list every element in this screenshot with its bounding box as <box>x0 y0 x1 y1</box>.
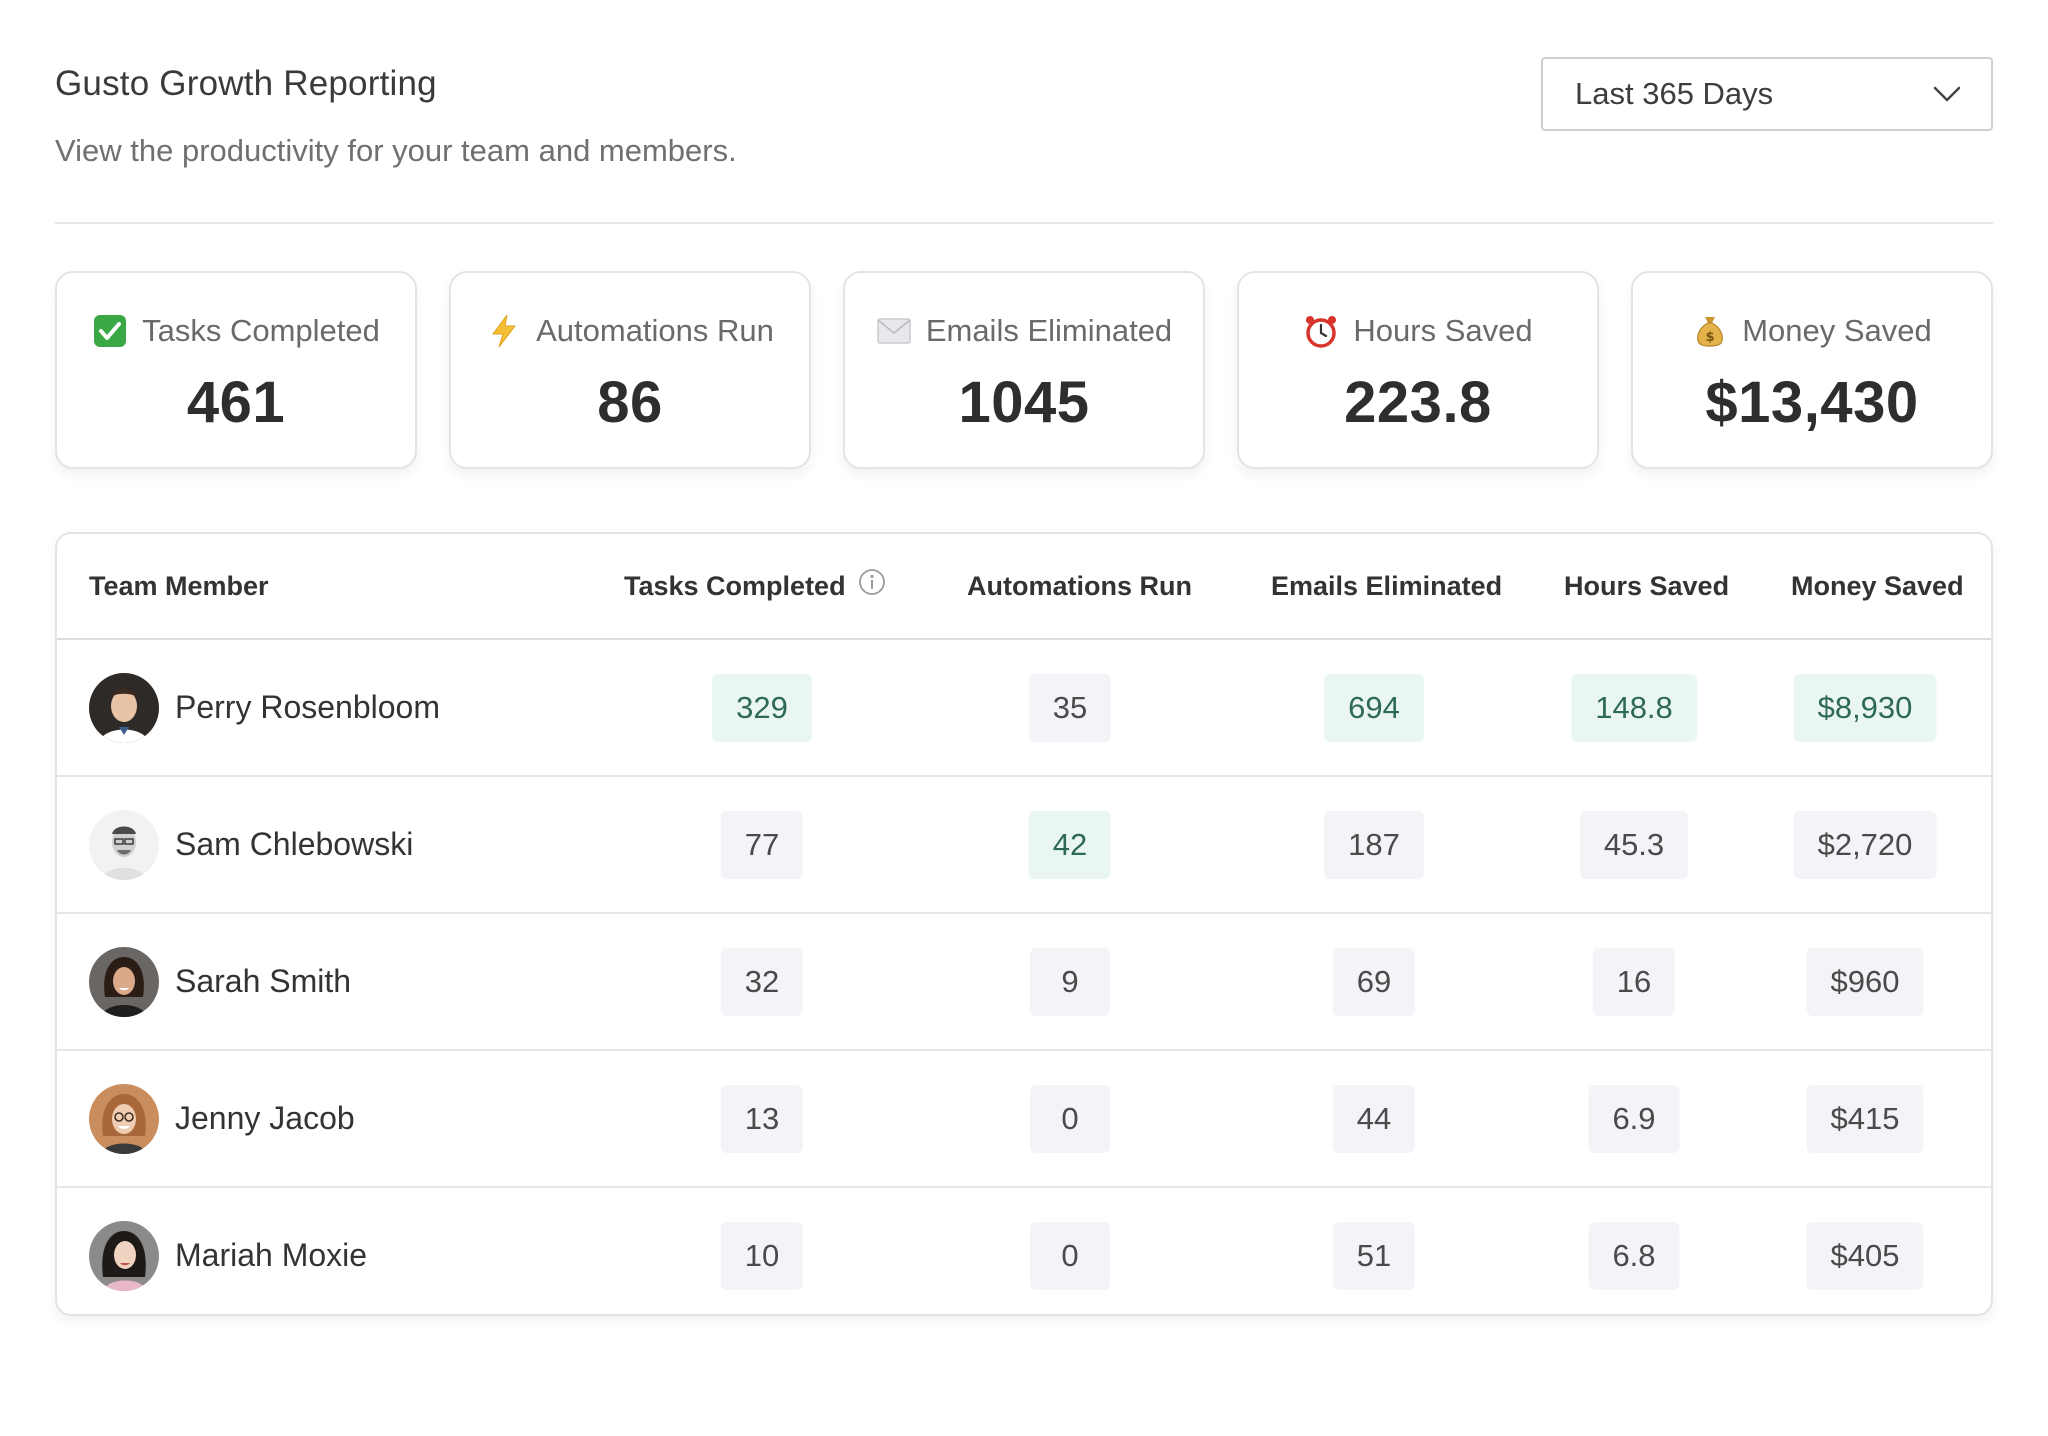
table-row[interactable]: Perry Rosenbloom 329 35 694 148.8 $8,930 <box>57 640 1991 777</box>
column-header-tasks[interactable]: Tasks Completed <box>624 534 886 638</box>
check-mark-icon <box>92 313 128 349</box>
page-title: Gusto Growth Reporting <box>55 64 437 103</box>
team-member: Sam Chlebowski <box>89 777 413 912</box>
automations-value: 42 <box>1028 810 1112 879</box>
money-bag-icon: $ <box>1692 313 1728 349</box>
table-row[interactable]: Jenny Jacob 13 0 44 6.9 $415 <box>57 1051 1991 1188</box>
stat-value: $13,430 <box>1705 370 1919 435</box>
stat-card-hours: Hours Saved 223.8 <box>1237 271 1599 469</box>
automations-value: 0 <box>1030 1221 1110 1290</box>
column-header-automations[interactable]: Automations Run <box>967 570 1192 601</box>
svg-text:$: $ <box>1706 330 1715 345</box>
stat-label: Tasks Completed <box>142 313 380 348</box>
emails-value: 69 <box>1332 947 1416 1016</box>
money-value: $8,930 <box>1793 673 1937 742</box>
hours-value: 148.8 <box>1571 673 1697 742</box>
column-header-hours[interactable]: Hours Saved <box>1564 570 1730 601</box>
emails-value: 187 <box>1324 810 1424 879</box>
tasks-value: 32 <box>720 947 804 1016</box>
member-name: Sarah Smith <box>175 963 352 999</box>
stat-value: 1045 <box>958 370 1090 435</box>
stat-card-automations: Automations Run 86 <box>449 271 811 469</box>
stat-label: Emails Eliminated <box>925 313 1173 348</box>
avatar <box>89 672 159 743</box>
page-subtitle: View the productivity for your team and … <box>55 133 737 168</box>
member-name: Jenny Jacob <box>175 1100 355 1136</box>
stat-label: Hours Saved <box>1353 313 1533 348</box>
stat-card-emails: Emails Eliminated 1045 <box>843 271 1205 469</box>
team-member: Jenny Jacob <box>89 1051 355 1186</box>
member-name: Perry Rosenbloom <box>175 689 440 725</box>
stat-label: Automations Run <box>536 313 774 348</box>
team-member: Mariah Moxie <box>89 1188 368 1314</box>
table-row[interactable]: Sam Chlebowski 77 42 187 45.3 $2,720 <box>57 777 1991 914</box>
hours-value: 45.3 <box>1579 810 1689 879</box>
hours-value: 6.8 <box>1588 1221 1680 1290</box>
avatar <box>89 1083 159 1154</box>
info-icon[interactable] <box>858 568 886 596</box>
alarm-clock-icon <box>1303 313 1339 349</box>
money-value: $2,720 <box>1793 810 1937 879</box>
avatar <box>89 1220 159 1291</box>
column-header-money[interactable]: Money Saved <box>1791 570 1964 601</box>
tasks-value: 329 <box>712 673 812 742</box>
stat-label: Money Saved <box>1742 313 1932 348</box>
envelope-icon <box>876 313 912 349</box>
column-header-emails[interactable]: Emails Eliminated <box>1271 570 1503 601</box>
table-row[interactable]: Sarah Smith 32 9 69 16 $960 <box>57 914 1991 1051</box>
reporting-page: Gusto Growth Reporting View the producti… <box>55 0 1993 1316</box>
column-header-team-member[interactable]: Team Member <box>89 570 269 601</box>
avatar <box>89 946 159 1017</box>
team-member: Perry Rosenbloom <box>89 640 440 775</box>
page-header: Gusto Growth Reporting View the producti… <box>55 0 1993 224</box>
emails-value: 44 <box>1332 1084 1416 1153</box>
team-member: Sarah Smith <box>89 914 351 1049</box>
chevron-down-icon <box>1933 86 1961 102</box>
table-row[interactable]: Mariah Moxie 10 0 51 6.8 $405 <box>57 1188 1991 1314</box>
team-table: Team Member Tasks Completed Automations … <box>55 532 1993 1316</box>
money-value: $405 <box>1806 1221 1924 1290</box>
stat-value: 461 <box>186 370 286 435</box>
stat-value: 223.8 <box>1344 370 1492 435</box>
hours-value: 6.9 <box>1588 1084 1680 1153</box>
date-range-value: Last 365 Days <box>1575 76 1774 111</box>
automations-value: 0 <box>1030 1084 1110 1153</box>
table-header: Team Member Tasks Completed Automations … <box>57 534 1991 640</box>
tasks-value: 10 <box>720 1221 804 1290</box>
stat-card-money: $ Money Saved $13,430 <box>1631 271 1993 469</box>
avatar <box>89 809 159 880</box>
emails-value: 694 <box>1324 673 1424 742</box>
tasks-value: 77 <box>720 810 804 879</box>
hours-value: 16 <box>1592 947 1676 1016</box>
money-value: $960 <box>1806 947 1924 1016</box>
column-header-label: Tasks Completed <box>624 570 846 601</box>
member-name: Mariah Moxie <box>175 1237 368 1273</box>
tasks-value: 13 <box>720 1084 804 1153</box>
automations-value: 35 <box>1028 673 1112 742</box>
date-range-select[interactable]: Last 365 Days <box>1541 57 1993 131</box>
emails-value: 51 <box>1332 1221 1416 1290</box>
stat-card-tasks: Tasks Completed 461 <box>55 271 417 469</box>
stat-cards: Tasks Completed 461 Automations Run 86 E… <box>55 271 1993 469</box>
stat-value: 86 <box>597 370 663 435</box>
lightning-icon <box>486 313 522 349</box>
money-value: $415 <box>1806 1084 1924 1153</box>
automations-value: 9 <box>1030 947 1110 1016</box>
member-name: Sam Chlebowski <box>175 826 414 862</box>
